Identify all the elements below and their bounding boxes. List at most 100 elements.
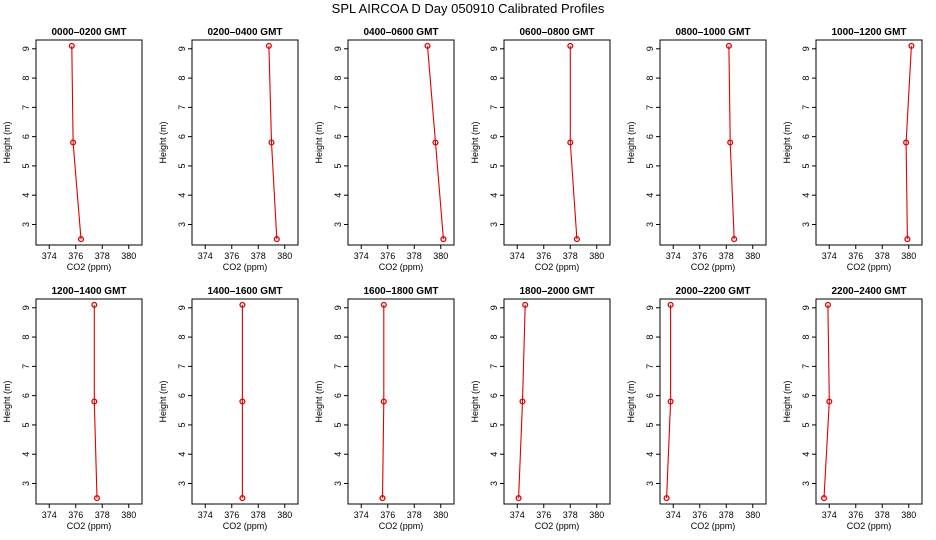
y-tick-label: 3 (489, 481, 499, 486)
profile-line (905, 45, 912, 240)
plot-frame (659, 39, 767, 246)
y-tick-label: 8 (177, 335, 187, 340)
x-tick-label: 380 (277, 510, 292, 520)
y-tick-label: 7 (21, 105, 31, 110)
x-tick-label: 380 (589, 251, 604, 261)
y-tick-label: 7 (177, 364, 187, 369)
y-tick-label: 9 (801, 305, 811, 310)
x-tick-label: 374 (42, 510, 57, 520)
x-tick-label: 378 (719, 510, 734, 520)
data-point (265, 42, 272, 49)
x-tick-label: 374 (198, 510, 213, 520)
x-axis-label: CO2 (ppm) (223, 262, 268, 272)
y-tick-label: 7 (645, 105, 655, 110)
y-axis-label: Height (m) (470, 121, 480, 163)
x-axis-label: CO2 (ppm) (691, 521, 736, 531)
y-tick-label: 9 (21, 305, 31, 310)
x-tick-label: 378 (95, 510, 110, 520)
panel-title: 0600–0800 GMT (519, 27, 594, 38)
y-tick-label: 8 (333, 76, 343, 81)
data-point (903, 139, 910, 146)
panel-title: 1200–1400 GMT (51, 286, 126, 297)
x-tick-label: 378 (875, 251, 890, 261)
profile-panel: 1800–2000 GMT 374 376 378 380 3 4 5 6 7 8 9 CO2 (ppm… (470, 286, 611, 531)
y-tick-label: 7 (801, 105, 811, 110)
profile-panel: 2000–2200 GMT 374 376 378 380 3 4 5 6 7 8 9 CO2 (ppm… (626, 286, 767, 531)
profile-line (666, 304, 672, 499)
data-point (820, 495, 828, 502)
y-tick-label: 8 (801, 76, 811, 81)
y-axis-label: Height (m) (314, 121, 324, 163)
x-tick-label: 374 (822, 251, 837, 261)
x-tick-label: 376 (692, 510, 707, 520)
y-tick-label: 9 (333, 46, 343, 51)
data-point (904, 236, 911, 243)
data-point (432, 139, 439, 146)
y-tick-label: 5 (333, 163, 343, 168)
x-axis-label: CO2 (ppm) (67, 262, 112, 272)
y-tick-label: 6 (801, 393, 811, 398)
plot-frame (191, 39, 299, 246)
x-tick-label: 378 (563, 251, 578, 261)
x-tick-label: 376 (380, 251, 395, 261)
data-point (824, 301, 831, 308)
x-tick-label: 378 (95, 251, 110, 261)
y-tick-label: 4 (801, 452, 811, 457)
x-tick-label: 374 (666, 251, 681, 261)
x-tick-label: 374 (822, 510, 837, 520)
data-point (68, 42, 75, 49)
plot-frame (815, 298, 923, 505)
data-point (380, 301, 387, 308)
y-tick-label: 3 (645, 222, 655, 227)
y-axis-label: Height (m) (2, 121, 12, 163)
profile-line (93, 304, 98, 499)
y-tick-label: 8 (177, 76, 187, 81)
x-tick-label: 374 (198, 251, 213, 261)
y-tick-label: 4 (489, 452, 499, 457)
profile-line (268, 45, 278, 240)
panel-title: 0000–0200 GMT (51, 27, 126, 38)
profile-panel: 0000–0200 GMT 374 376 378 380 3 4 5 6 7 8 9 CO2 (ppm… (2, 27, 143, 272)
profile-panel: 1200–1400 GMT 374 376 378 380 3 4 5 6 7 8 9 CO2 (ppm… (2, 286, 143, 531)
x-tick-label: 380 (433, 510, 448, 520)
data-point (424, 42, 431, 49)
y-tick-label: 8 (489, 335, 499, 340)
x-tick-label: 374 (354, 251, 369, 261)
data-point (567, 139, 574, 146)
y-tick-label: 6 (177, 134, 187, 139)
panel-title: 0200–0400 GMT (207, 27, 282, 38)
data-point (77, 236, 85, 243)
y-axis-label: Height (m) (470, 380, 480, 422)
profile-panel: 0200–0400 GMT 374 376 378 380 3 4 5 6 7 8 9 CO2 (ppm… (158, 27, 299, 272)
profile-line (71, 45, 82, 240)
y-tick-label: 7 (21, 364, 31, 369)
y-tick-label: 5 (489, 422, 499, 427)
x-tick-label: 376 (68, 510, 83, 520)
panel-title: 0800–1000 GMT (675, 27, 750, 38)
y-tick-label: 3 (645, 481, 655, 486)
x-tick-label: 380 (745, 251, 760, 261)
x-tick-label: 374 (666, 510, 681, 520)
x-tick-label: 376 (380, 510, 395, 520)
y-tick-label: 6 (333, 393, 343, 398)
plot-frame (815, 39, 923, 246)
y-tick-label: 3 (489, 222, 499, 227)
data-point (567, 42, 574, 49)
plot-frame (191, 298, 299, 505)
x-tick-label: 380 (121, 510, 136, 520)
profile-line (569, 45, 578, 240)
y-tick-label: 4 (21, 193, 31, 198)
y-tick-label: 4 (177, 193, 187, 198)
data-point (440, 236, 447, 243)
y-tick-label: 7 (645, 364, 655, 369)
y-tick-label: 3 (801, 222, 811, 227)
data-point (379, 495, 386, 502)
x-tick-label: 380 (901, 251, 916, 261)
y-axis-label: Height (m) (158, 380, 168, 422)
y-tick-label: 5 (801, 163, 811, 168)
profile-panel: 0400–0600 GMT 374 376 378 380 3 4 5 6 7 8 9 CO2 (ppm… (314, 27, 455, 272)
y-tick-label: 3 (333, 222, 343, 227)
y-tick-label: 8 (21, 335, 31, 340)
panel-title: 2200–2400 GMT (831, 286, 906, 297)
